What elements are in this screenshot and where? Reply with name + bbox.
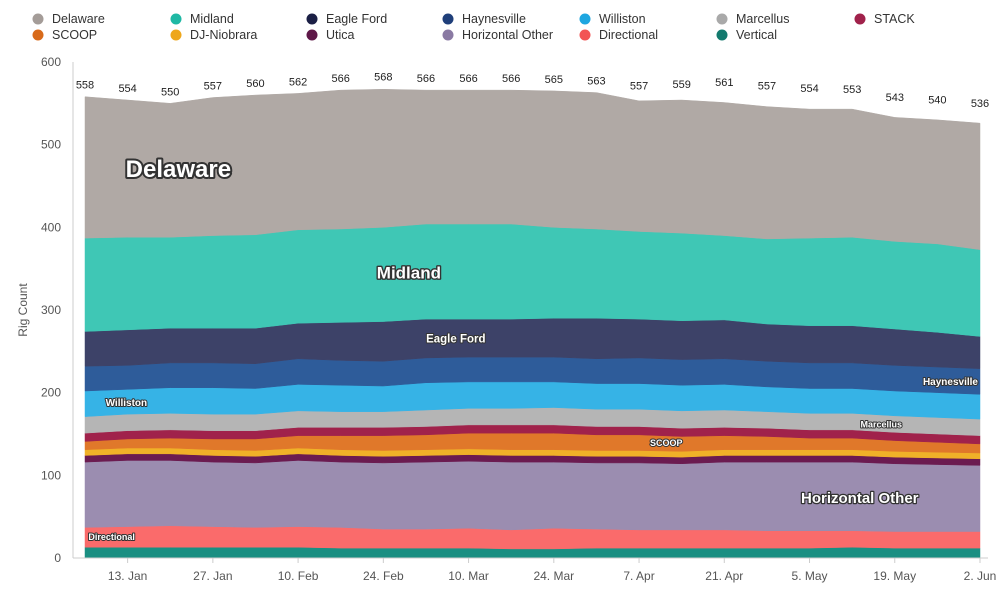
total-label: 557 — [630, 81, 648, 93]
series-label-horizontal-other: Horizontal Other — [801, 490, 919, 507]
x-tick-label: 7. Apr — [623, 569, 654, 583]
total-label: 557 — [758, 81, 776, 93]
y-tick-label: 500 — [41, 138, 61, 152]
legend-label: STACK — [874, 12, 915, 26]
legend-marker — [32, 29, 44, 41]
legend-marker — [579, 29, 591, 41]
legend-marker — [579, 13, 591, 25]
legend-label: Midland — [190, 12, 234, 26]
total-label: 565 — [545, 74, 563, 86]
area-delaware[interactable] — [84, 89, 981, 250]
legend-item-marcellus[interactable]: Marcellus — [716, 12, 790, 26]
total-label: 554 — [118, 83, 136, 95]
legend-marker — [306, 29, 318, 41]
y-tick-label: 300 — [41, 303, 61, 317]
legend-marker — [170, 13, 182, 25]
series-label-delaware: Delaware — [126, 156, 231, 183]
series-label-marcellus: Marcellus — [861, 420, 903, 430]
legend-marker — [442, 29, 454, 41]
y-tick-label: 200 — [41, 386, 61, 400]
series-label-midland: Midland — [377, 264, 441, 283]
x-tick-label: 21. Apr — [705, 569, 743, 583]
total-label: 559 — [672, 79, 690, 91]
x-tick-label: 13. Jan — [108, 569, 147, 583]
legend-item-utica[interactable]: Utica — [306, 28, 355, 42]
legend-item-eagle-ford[interactable]: Eagle Ford — [306, 12, 388, 26]
legend-item-williston[interactable]: Williston — [579, 12, 646, 26]
x-tick-label: 24. Feb — [363, 569, 404, 583]
legend-item-directional[interactable]: Directional — [579, 28, 659, 42]
legend-label: Directional — [599, 28, 658, 42]
series-label-directional: Directional — [88, 532, 135, 542]
legend-marker — [716, 13, 728, 25]
legend-item-horizontal-other[interactable]: Horizontal Other — [442, 28, 554, 42]
y-tick-label: 400 — [41, 220, 61, 234]
series-label-williston: Williston — [106, 398, 148, 409]
y-tick-label: 100 — [41, 468, 61, 482]
legend-label: Williston — [599, 12, 646, 26]
total-label: 561 — [715, 77, 733, 89]
total-label: 562 — [289, 76, 307, 88]
x-tick-label: 24. Mar — [533, 569, 574, 583]
total-label: 536 — [971, 98, 989, 110]
legend-label: Delaware — [52, 12, 105, 26]
series-label-eagle-ford: Eagle Ford — [426, 333, 485, 345]
legend: Delaware Midland Eagle Ford Haynesville Will… — [32, 12, 916, 42]
total-label: 557 — [204, 81, 222, 93]
total-label: 566 — [417, 73, 435, 85]
y-tick-label: 600 — [41, 55, 61, 69]
legend-item-vertical[interactable]: Vertical — [716, 28, 778, 42]
total-label: 566 — [332, 73, 350, 85]
series-label-haynesville: Haynesville — [923, 377, 978, 388]
legend-label: Marcellus — [736, 12, 790, 26]
total-label: 540 — [928, 95, 946, 107]
legend-label: Eagle Ford — [326, 12, 387, 26]
total-label: 566 — [459, 73, 477, 85]
legend-marker — [306, 13, 318, 25]
legend-item-delaware[interactable]: Delaware — [32, 12, 105, 26]
x-tick-label: 10. Mar — [448, 569, 489, 583]
legend-item-dj-niobrara[interactable]: DJ-Niobrara — [170, 28, 258, 42]
legend-label: DJ-Niobrara — [190, 28, 257, 42]
legend-marker — [442, 13, 454, 25]
legend-label: Vertical — [736, 28, 777, 42]
series-label-scoop: SCOOP — [650, 438, 683, 448]
total-label: 563 — [587, 76, 605, 88]
legend-item-haynesville[interactable]: Haynesville — [442, 12, 526, 26]
x-tick-label: 10. Feb — [278, 569, 319, 583]
y-axis-title: Rig Count — [16, 283, 30, 337]
legend-label: Horizontal Other — [462, 28, 553, 42]
series-inline-labels: Directional Horizontal Other SCOOP Marcellu… — [87, 154, 979, 543]
x-tick-label: 27. Jan — [193, 569, 232, 583]
x-tick-label: 19. May — [873, 569, 916, 583]
total-label: 554 — [800, 83, 818, 95]
legend-marker — [170, 29, 182, 41]
legend-label: SCOOP — [52, 28, 97, 42]
total-label: 566 — [502, 73, 520, 85]
y-tick-label: 0 — [54, 551, 61, 565]
x-tick-label: 5. May — [792, 569, 828, 583]
area-series-group — [84, 89, 981, 559]
legend-item-midland[interactable]: Midland — [170, 12, 234, 26]
total-label: 543 — [886, 92, 904, 104]
total-labels: 558 554 550 557 560 562 566 568 566 566 566 565 563 5… — [76, 71, 989, 109]
legend-marker — [854, 13, 866, 25]
x-tick-label: 2. Jun — [964, 569, 997, 583]
legend-marker — [716, 29, 728, 41]
total-label: 560 — [246, 78, 264, 90]
legend-label: Haynesville — [462, 12, 526, 26]
legend-item-scoop[interactable]: SCOOP — [32, 28, 98, 42]
axes: Rig Count 0 100 200 300 400 500 600 13. Jan 27. … — [16, 55, 996, 583]
total-label: 558 — [76, 80, 94, 92]
total-label: 550 — [161, 86, 179, 98]
legend-marker — [32, 13, 44, 25]
total-label: 553 — [843, 84, 861, 96]
legend-label: Utica — [326, 28, 355, 42]
total-label: 568 — [374, 71, 392, 83]
legend-item-stack[interactable]: STACK — [854, 12, 916, 26]
